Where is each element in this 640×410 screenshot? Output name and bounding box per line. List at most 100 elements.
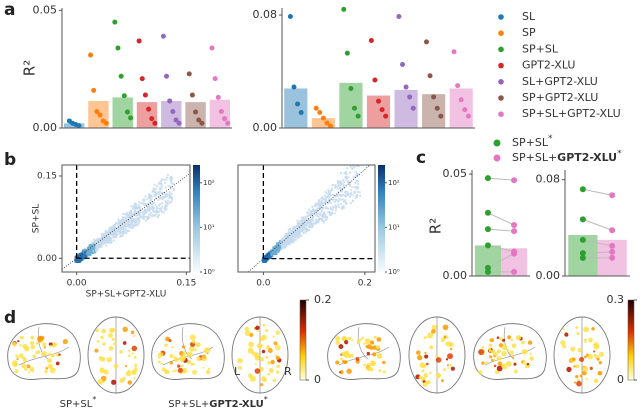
brain-activation (130, 330, 135, 335)
y-tick-label: 0.08 (536, 173, 561, 186)
density-cell (288, 242, 291, 245)
brain-activation (593, 378, 599, 384)
density-cell (169, 195, 172, 198)
density-cell (293, 225, 296, 228)
density-cell (325, 200, 328, 203)
density-cell (137, 212, 140, 215)
density-cell (316, 207, 319, 210)
brain-activation (571, 357, 576, 361)
density-cell (142, 215, 145, 218)
density-cell (294, 225, 297, 228)
density-cell (294, 228, 297, 231)
density-cell (114, 221, 117, 224)
density-cell (147, 207, 150, 210)
density-cell (138, 204, 141, 207)
density-cell (299, 220, 302, 223)
density-cell (359, 194, 362, 197)
brain-activation (192, 369, 197, 375)
brain-activation (169, 354, 174, 358)
dot (97, 112, 103, 118)
density-cell (135, 205, 138, 208)
brain-activation (19, 335, 24, 340)
density-cell (320, 218, 323, 221)
brain-activation (180, 364, 184, 368)
brain-activation (365, 344, 369, 349)
brain-activation (496, 336, 500, 339)
density-cell (294, 233, 297, 236)
density-cell (146, 208, 149, 211)
density-cell (154, 204, 157, 207)
density-cell (351, 186, 354, 189)
dot (193, 109, 199, 115)
brain-activation (238, 365, 243, 370)
colorbar (299, 299, 307, 381)
density-cell (133, 225, 136, 228)
density-cell (334, 195, 337, 198)
x-tick-label: 0.2 (358, 279, 372, 289)
density-cell (146, 209, 149, 212)
density-cell (295, 227, 298, 230)
brain-activation (52, 344, 55, 348)
density-cell (349, 184, 352, 187)
density-cell (159, 196, 162, 199)
dot (173, 117, 179, 123)
density-cell (130, 220, 133, 223)
density-cell (146, 217, 149, 220)
density-cell (343, 194, 346, 197)
brain-activation (575, 325, 579, 330)
brain-activation (496, 349, 501, 354)
brain-activation (583, 338, 587, 342)
density-cell (349, 171, 352, 174)
brain-activation (446, 336, 449, 339)
brain-activation (364, 338, 371, 345)
dot (403, 84, 409, 90)
brain-activation (515, 334, 522, 341)
brain-activation (424, 351, 427, 354)
density-cell (139, 215, 142, 218)
dot (94, 109, 100, 115)
brain-activation (527, 340, 533, 345)
density-cell (151, 201, 154, 204)
density-cell (286, 241, 289, 244)
density-cell (295, 225, 298, 228)
density-cell (118, 227, 121, 230)
density-cell (152, 210, 155, 213)
density-cell (148, 209, 151, 212)
dot (142, 92, 148, 98)
brain-activation (446, 364, 450, 367)
brain-activation (248, 341, 254, 348)
density-cell (308, 208, 311, 211)
hemisphere-label: L (234, 365, 241, 378)
dot (399, 61, 405, 67)
colorbar (193, 165, 200, 272)
density-cell (172, 188, 175, 191)
density-cell (329, 201, 332, 204)
density-cell (167, 173, 170, 176)
density-cell (314, 214, 317, 217)
brain-activation (49, 344, 52, 348)
density-cell (106, 236, 109, 239)
density-cell (169, 200, 172, 203)
density-cell (144, 212, 147, 215)
density-cell (134, 213, 137, 216)
brain-activation (201, 355, 207, 362)
brain-activation (113, 342, 117, 346)
density-cell (344, 176, 347, 179)
brain-activation (171, 345, 174, 349)
brain-activation (450, 366, 455, 371)
brain-activation (488, 343, 493, 348)
colorbar-tick-label: 0.2 (314, 293, 332, 306)
density-cell (344, 193, 347, 196)
density-cell (99, 246, 102, 249)
density-cell (350, 193, 353, 196)
density-cell (115, 234, 118, 237)
brain-activation (335, 336, 341, 342)
density-cell (99, 243, 102, 246)
colorbar-tick-label: 10² (203, 179, 215, 187)
density-cell (354, 181, 357, 184)
brain-activation (44, 370, 48, 374)
dot (139, 76, 145, 82)
dot (451, 49, 457, 55)
brain-activation (256, 329, 259, 333)
brain-activation (102, 342, 106, 346)
